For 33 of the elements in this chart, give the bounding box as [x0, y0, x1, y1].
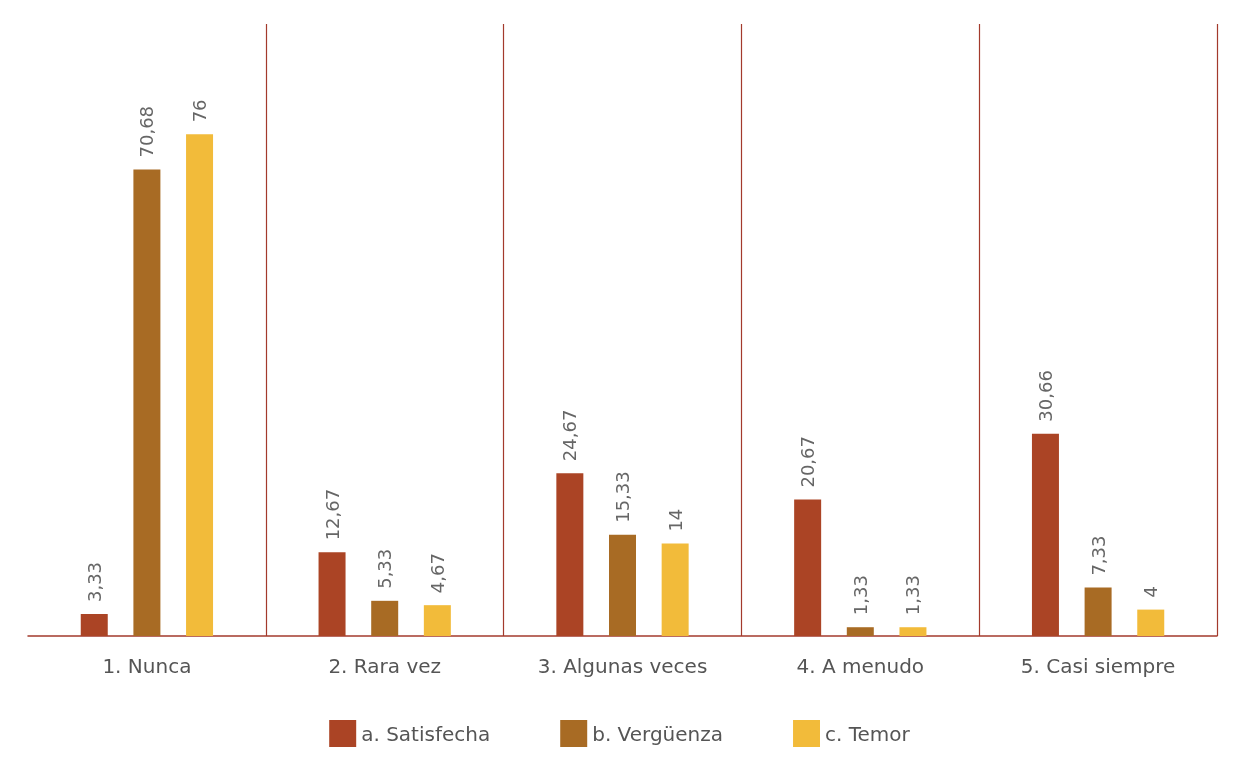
bar	[371, 600, 399, 636]
bar	[133, 169, 161, 636]
legend-label: b. Vergüenza	[592, 721, 724, 746]
data-label: 70,68	[136, 105, 158, 158]
bar	[899, 627, 927, 636]
data-label: 1,33	[902, 575, 924, 616]
data-label: 7,33	[1087, 535, 1109, 576]
bar	[1137, 609, 1165, 636]
x-tick-label: 4. A menudo	[796, 654, 925, 678]
legend-label: a. Satisfecha	[361, 721, 491, 746]
data-label: 24,67	[559, 409, 581, 462]
data-label: 14	[664, 508, 686, 532]
data-label: 30,66	[1034, 370, 1056, 422]
data-label: 15,33	[612, 471, 633, 523]
x-tick-label: 2. Rara vez	[328, 654, 442, 678]
bar	[1084, 587, 1112, 636]
data-label: 4,67	[426, 553, 448, 594]
data-label: 3,33	[83, 561, 105, 603]
x-tick-label: 5. Casi siempre	[1020, 654, 1176, 678]
data-label: 12,67	[321, 488, 343, 541]
x-tick-label: 1. Nunca	[102, 654, 192, 678]
data-label: 76	[189, 99, 211, 123]
x-tick-label: 3. Algunas veces	[537, 654, 708, 678]
legend-label: c. Temor	[825, 721, 911, 746]
bar	[423, 605, 451, 636]
bar	[609, 534, 636, 636]
bar	[186, 134, 214, 636]
data-label: 5,33	[374, 548, 396, 589]
data-label: 1,33	[849, 575, 871, 616]
bar	[661, 543, 689, 636]
data-label: 20,67	[797, 436, 819, 488]
data-label: 4	[1140, 586, 1162, 598]
bar	[846, 627, 874, 636]
